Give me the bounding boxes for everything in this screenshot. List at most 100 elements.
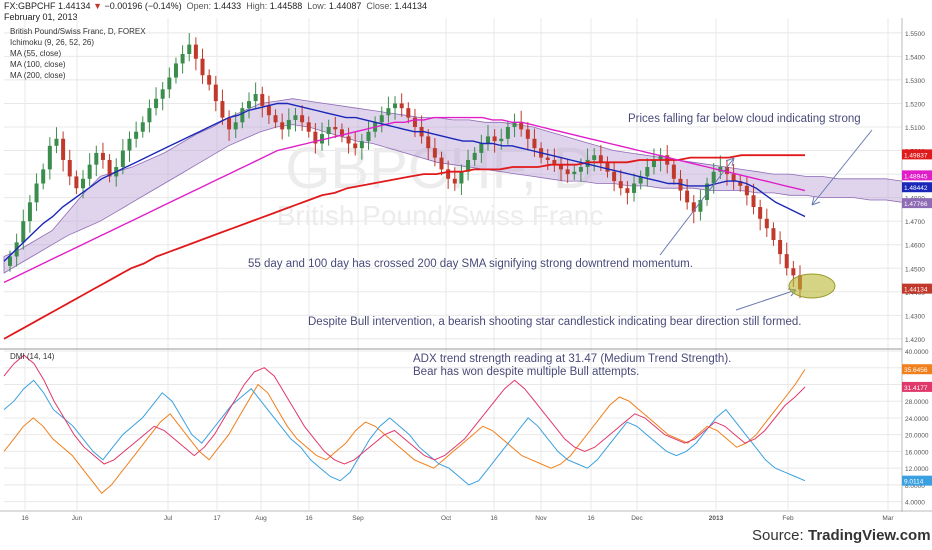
candle-body — [8, 256, 12, 266]
dmi-tag-label: 31.4177 — [904, 385, 928, 392]
dmi-tick-label: 24.0000 — [905, 416, 929, 423]
candle-body — [718, 167, 723, 172]
price-tick-label: 1.4600 — [905, 243, 925, 250]
candle-body — [559, 164, 564, 170]
candle-body — [545, 157, 550, 160]
price-tick-label: 1.5300 — [905, 78, 925, 85]
candle-body — [432, 148, 437, 158]
legend-ma100: MA (100, close) — [10, 60, 66, 69]
dmi-tag-bg — [902, 364, 932, 375]
adx-line — [3, 369, 806, 495]
dmi-lines — [3, 354, 806, 495]
candles — [8, 33, 802, 299]
candle-body — [207, 75, 212, 85]
price-tag-label: 1.48945 — [904, 173, 928, 180]
source-brand: TradingView.com — [808, 527, 931, 544]
candle-body — [658, 155, 663, 160]
dmi-tick-label: 16.0000 — [905, 449, 929, 456]
candle-body — [54, 138, 59, 146]
candle-body — [87, 164, 92, 179]
candle-body — [525, 129, 530, 139]
candle-body — [784, 254, 789, 269]
dmi-tick-label: 40.0000 — [905, 349, 929, 356]
candle-body — [651, 159, 656, 168]
dmi-tick-label: 4.0000 — [905, 500, 925, 507]
arrow-sma — [659, 157, 735, 256]
candle-body — [353, 143, 358, 149]
candle-body — [107, 159, 112, 177]
candle-body — [459, 171, 464, 184]
candle-body — [280, 122, 285, 130]
dmi-tag-label: 35.6456 — [904, 367, 928, 374]
candle-body — [439, 157, 444, 170]
candle-body — [671, 164, 676, 179]
price-tag-label: 1.49837 — [904, 152, 928, 159]
candle-body — [180, 54, 185, 64]
dmi-tick-label: 12.0000 — [905, 466, 929, 473]
high-label: High: — [246, 1, 268, 11]
candle-body — [578, 167, 583, 172]
dmi-tag-label: 9.0114 — [904, 479, 924, 486]
candle-body — [173, 63, 178, 78]
header-line: FX:GBPCHF 1.44134 ▼ −0.00196 (−0.14%) Op… — [4, 1, 427, 11]
dmi-tick-label: 28.0000 — [905, 399, 929, 406]
candle-body — [100, 152, 105, 160]
dmi-tick-label: 20.0000 — [905, 433, 929, 440]
candle-body — [532, 138, 537, 149]
time-tick-label: Aug — [255, 515, 267, 522]
time-tick-label: Jul — [164, 515, 173, 522]
candle-body — [512, 122, 517, 127]
candle-body — [167, 77, 172, 90]
candle-body — [778, 240, 783, 255]
candle-body — [625, 188, 630, 193]
arrow-sma-head — [725, 157, 735, 167]
dmi-label: DMI (14, 14) — [10, 352, 55, 361]
candle-body — [326, 126, 331, 135]
candle-body — [187, 44, 192, 55]
candle-body — [386, 108, 391, 116]
candle-body — [618, 181, 623, 189]
candle-body — [479, 143, 484, 153]
candle-body — [200, 58, 205, 76]
axes: 1.42001.43001.44001.45001.46001.47001.48… — [0, 18, 932, 522]
price-axis-bg — [902, 18, 932, 510]
price-tick-label: 1.5100 — [905, 125, 925, 132]
candle-body — [34, 183, 39, 203]
candle-body — [61, 138, 66, 160]
candle-body — [134, 131, 139, 139]
dmi-tick-label: 8.0000 — [905, 483, 925, 490]
time-tick-label: 16 — [490, 515, 498, 522]
price-tag-bg — [902, 198, 932, 209]
candle-body — [27, 202, 32, 222]
candle-body — [21, 221, 26, 243]
candle-body — [724, 167, 729, 175]
legend-ma200: MA (200, close) — [10, 71, 66, 80]
candle-body — [744, 185, 749, 196]
dmi-tag-bg — [902, 381, 932, 392]
candle-body — [519, 122, 524, 130]
candle-body — [738, 181, 743, 186]
candle-body — [293, 115, 298, 120]
candle-body — [120, 150, 125, 168]
candle-body — [499, 138, 504, 142]
down-arrow-icon: ▼ — [93, 1, 103, 11]
candle-body — [399, 103, 404, 109]
candle-body — [406, 108, 411, 118]
plus-di-line — [3, 379, 806, 486]
candle-body — [286, 119, 291, 130]
ma100-line — [3, 116, 806, 284]
candle-body — [227, 117, 232, 130]
candle-body — [160, 89, 165, 99]
arrow-cloud — [811, 129, 873, 206]
price-tick-label: 1.4700 — [905, 219, 925, 226]
arrow-bull — [735, 289, 797, 311]
candle-body — [94, 152, 99, 165]
candle-body — [266, 105, 271, 116]
candle-body — [246, 101, 251, 109]
candle-body — [346, 136, 351, 144]
price-tag-label: 1.44134 — [904, 287, 928, 294]
minus-di-line — [3, 354, 806, 465]
price-tick-label: 1.4300 — [905, 313, 925, 320]
close-label: Close: — [366, 1, 392, 11]
time-tick-label: 2013 — [709, 515, 724, 522]
